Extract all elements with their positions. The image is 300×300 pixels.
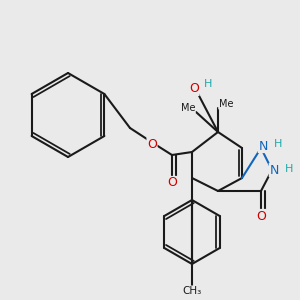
Text: Me: Me: [181, 103, 195, 113]
Text: O: O: [189, 82, 199, 95]
Text: O: O: [167, 176, 177, 190]
Text: H: H: [204, 79, 212, 89]
Text: CH₃: CH₃: [182, 286, 202, 296]
Text: O: O: [147, 137, 157, 151]
Text: N: N: [258, 140, 268, 152]
Text: H: H: [274, 139, 282, 149]
Text: O: O: [256, 209, 266, 223]
Text: Me: Me: [219, 99, 233, 109]
Text: H: H: [285, 164, 293, 174]
Text: N: N: [269, 164, 279, 176]
